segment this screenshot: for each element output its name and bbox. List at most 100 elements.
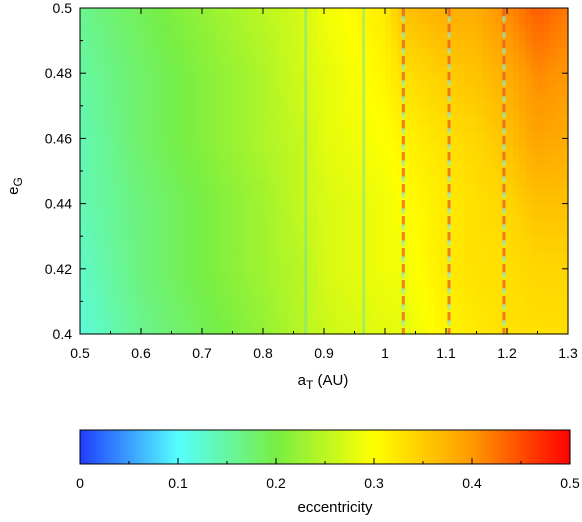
heatmap-cell [397,203,404,213]
heatmap-cell [433,219,441,229]
heatmap-cell [263,130,270,139]
heatmap-cell [134,146,142,156]
heatmap-cell [128,301,136,311]
heatmap-cell [494,56,502,66]
heatmap-cell [86,113,93,123]
heatmap-cell [348,211,356,221]
heatmap-cell [549,211,557,221]
heatmap-cell [507,113,514,123]
heatmap-cell [159,24,166,34]
heatmap-cell [305,122,313,131]
heatmap-cell [195,146,203,156]
heatmap-cell [293,73,301,82]
heatmap-cell [281,113,288,123]
heatmap-cell [116,105,124,115]
heatmap-cell [220,268,227,278]
heatmap-cell [409,154,417,164]
heatmap-cell [202,236,209,245]
heatmap-cell [391,138,398,148]
heatmap-cell [256,130,264,139]
heatmap-cell [171,219,179,229]
heatmap-cell [134,48,142,58]
heatmap-cell [336,276,343,286]
heatmap-cell [433,113,441,123]
heatmap-cell [342,301,349,311]
y-tick-label: 0.44 [45,196,72,212]
heatmap-cell [525,122,532,131]
heatmap-cell [98,32,105,42]
heatmap-cell [281,285,288,294]
heatmap-cell [177,113,185,123]
heatmap-cell [415,228,423,237]
heatmap-cell [433,203,441,213]
heatmap-cell [397,301,404,311]
heatmap-cell [427,236,435,245]
heatmap-cell [543,317,551,327]
heatmap-cell [214,97,221,107]
heatmap-cell [525,56,532,66]
heatmap-cell [543,252,551,262]
heatmap-cell [214,65,221,74]
heatmap-cell [366,276,374,286]
heatmap-cell [244,203,252,213]
heatmap-cell [293,260,301,270]
heatmap-cell [202,65,209,74]
heatmap-cell [171,8,179,17]
heatmap-cell [336,56,343,66]
heatmap-cell [92,40,99,50]
heatmap-cell [555,268,563,278]
heatmap-cell [177,48,185,58]
heatmap-cell [189,8,197,17]
heatmap-cell [189,32,197,42]
heatmap-cell [128,252,136,262]
heatmap-cell [458,154,465,164]
heatmap-cell [519,16,526,25]
heatmap-cell [403,138,410,148]
heatmap-cell [488,203,496,213]
heatmap-cell [537,171,545,180]
heatmap-cell [427,56,435,66]
heatmap-cell [98,317,105,327]
heatmap-cell [165,65,173,74]
heatmap-cell [232,16,240,25]
heatmap-cell [122,293,130,302]
colorbar-tick-label: 0.2 [266,475,286,491]
heatmap-cell [324,228,331,237]
heatmap-cell [421,40,429,50]
heatmap-cell [299,211,307,221]
heatmap-cell [531,48,539,58]
heatmap-cell [238,146,246,156]
heatmap-cell [452,113,459,123]
heatmap-cell [287,260,295,270]
heatmap-cell [214,309,221,319]
heatmap-cell [397,48,404,58]
heatmap-cell [409,285,417,294]
heatmap-cell [555,113,563,123]
heatmap-cell [86,154,93,164]
heatmap-cell [171,276,179,286]
heatmap-cell [122,285,130,294]
heatmap-cell [452,154,459,164]
heatmap-cell [433,276,441,286]
heatmap-cell [366,146,374,156]
heatmap-cell [86,48,93,58]
heatmap-cell [488,130,496,139]
heatmap-cell [317,138,325,148]
heatmap-cell [336,203,343,213]
heatmap-cell [561,211,569,221]
heatmap-cell [80,195,87,205]
heatmap-cell [348,73,356,82]
heatmap-cell [232,252,240,262]
heatmap-cell [281,105,288,115]
heatmap-cell [293,16,301,25]
heatmap-cell [134,81,142,91]
heatmap-cell [513,56,520,66]
heatmap-cell [385,24,392,34]
heatmap-cell [354,187,362,197]
heatmap-cell [507,195,514,205]
heatmap-cell [537,162,545,172]
heatmap-cell [202,285,209,294]
heatmap-cell [281,252,288,262]
heatmap-cell [311,89,319,99]
heatmap-cell [366,301,374,311]
